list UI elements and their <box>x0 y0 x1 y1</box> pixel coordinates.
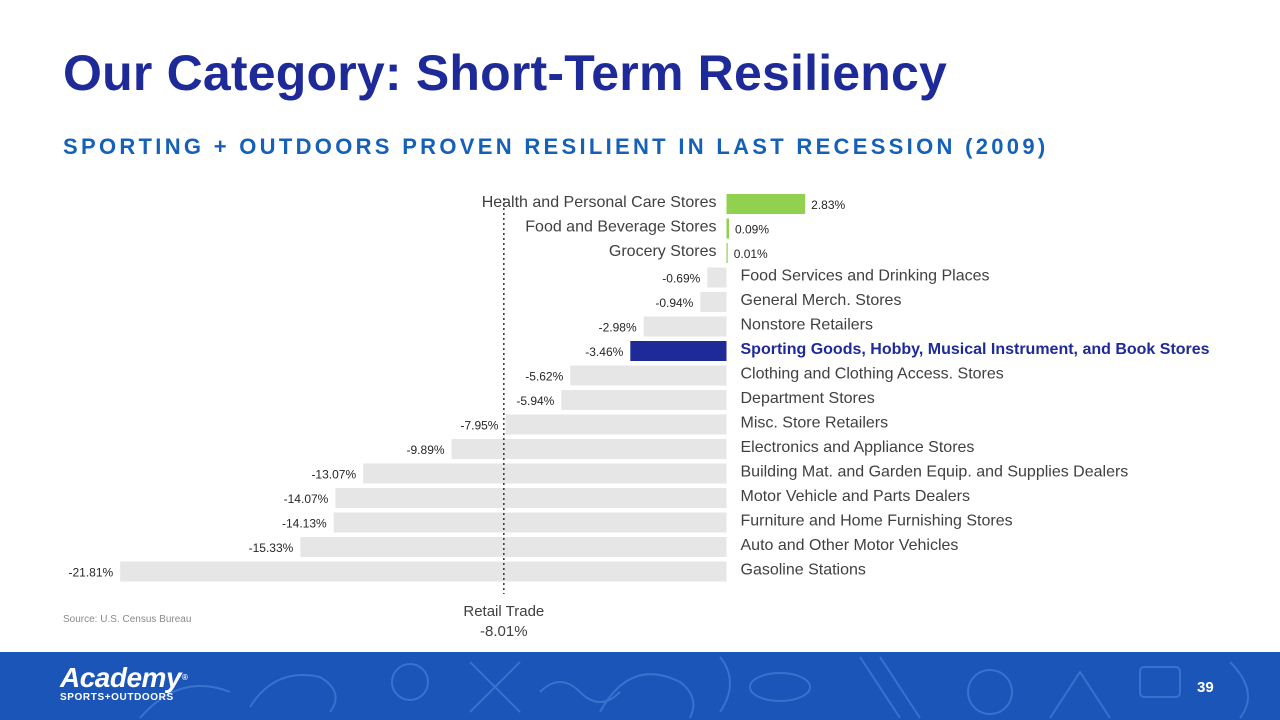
bar <box>300 537 727 557</box>
value-label: -0.69% <box>662 272 700 286</box>
category-label: Building Mat. and Garden Equip. and Supp… <box>741 464 1129 481</box>
page-title: Our Category: Short-Term Resiliency <box>63 45 948 101</box>
bar <box>726 218 730 239</box>
category-label: Food and Beverage Stores <box>525 219 716 236</box>
source-note: Source: U.S. Census Bureau <box>63 614 192 625</box>
category-label: Nonstore Retailers <box>741 317 874 334</box>
category-label: Motor Vehicle and Parts Dealers <box>741 488 970 505</box>
reference-line-label: Retail Trade <box>463 603 544 620</box>
value-label: 0.01% <box>734 247 768 261</box>
bar <box>505 414 727 435</box>
category-label: Health and Personal Care Stores <box>482 194 717 211</box>
value-label: -0.94% <box>655 296 693 310</box>
category-label: Gasoline Stations <box>741 562 866 579</box>
bar <box>561 390 727 410</box>
category-label: Department Stores <box>741 390 875 407</box>
category-label: Clothing and Clothing Access. Stores <box>741 366 1004 383</box>
value-label: -14.13% <box>282 517 327 531</box>
bar <box>570 365 727 386</box>
category-label: Furniture and Home Furnishing Stores <box>741 513 1013 530</box>
bar <box>630 341 727 361</box>
value-label: 0.09% <box>735 223 769 237</box>
category-label: Grocery Stores <box>609 243 717 260</box>
bar <box>335 488 727 508</box>
reference-line-value: -8.01% <box>480 623 528 640</box>
value-label: -7.95% <box>460 419 498 433</box>
outdoor-pattern-illustration <box>139 656 1249 719</box>
bar <box>363 463 727 484</box>
category-label: Food Services and Drinking Places <box>741 268 990 285</box>
bar-chart: 2.83% Health and Personal Care Stores 0.09… <box>68 194 1210 640</box>
bar <box>726 194 806 214</box>
bar <box>451 439 727 459</box>
value-label: -14.07% <box>284 492 329 506</box>
value-label: 2.83% <box>811 198 845 212</box>
category-label: Electronics and Appliance Stores <box>741 439 975 456</box>
value-label: -3.46% <box>585 345 623 359</box>
academy-logo: Academy® SPORTS+OUTDOORS <box>60 662 188 704</box>
bar <box>643 316 727 337</box>
bar <box>707 267 727 288</box>
bar <box>700 292 727 312</box>
value-label: -15.33% <box>249 541 294 555</box>
category-label: General Merch. Stores <box>741 292 902 309</box>
bar <box>726 243 728 263</box>
bar <box>333 512 727 533</box>
category-label: Auto and Other Motor Vehicles <box>741 537 959 554</box>
value-label: -13.07% <box>311 468 356 482</box>
footer-band: Academy® SPORTS+OUTDOORS 39 <box>0 652 1280 720</box>
page-subtitle: SPORTING + OUTDOORS PROVEN RESILIENT IN … <box>63 134 1049 159</box>
value-label: -21.81% <box>68 566 113 580</box>
value-label: -5.62% <box>525 370 563 384</box>
value-label: -5.94% <box>516 394 554 408</box>
page-number: 39 <box>1197 679 1214 696</box>
category-label: Misc. Store Retailers <box>741 415 889 432</box>
value-label: -9.89% <box>407 443 445 457</box>
category-label: Sporting Goods, Hobby, Musical Instrumen… <box>741 341 1210 358</box>
bar <box>120 561 727 582</box>
value-label: -2.98% <box>599 321 637 335</box>
